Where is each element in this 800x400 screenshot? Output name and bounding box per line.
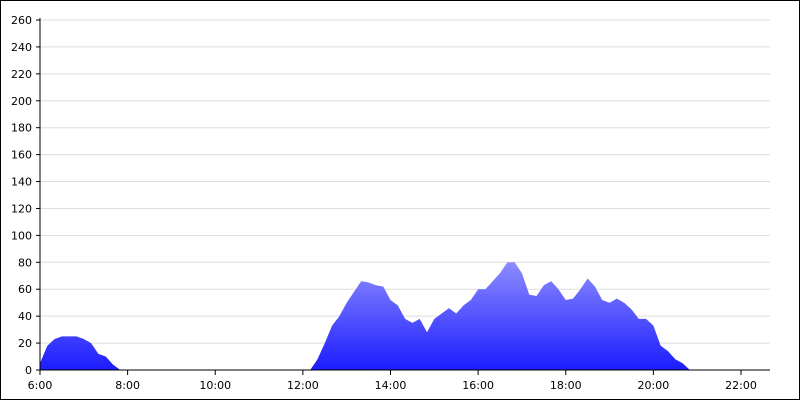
x-tick-label: 18:00 (550, 379, 582, 392)
x-tick-label: 16:00 (462, 379, 494, 392)
y-tick-label: 160 (11, 149, 32, 162)
y-tick-label: 20 (18, 337, 32, 350)
y-tick-label: 140 (11, 176, 32, 189)
y-tick-label: 260 (11, 14, 32, 27)
area (40, 262, 690, 370)
x-tick-label: 8:00 (115, 379, 140, 392)
y-tick-label: 220 (11, 68, 32, 81)
y-tick-label: 80 (18, 256, 32, 269)
x-tick-label: 12:00 (287, 379, 319, 392)
x-tick-label: 10:00 (199, 379, 231, 392)
x-tick-label: 14:00 (375, 379, 407, 392)
y-tick-label: 60 (18, 283, 32, 296)
y-tick-label: 200 (11, 95, 32, 108)
y-tick-label: 40 (18, 310, 32, 323)
y-tick-label: 180 (11, 122, 32, 135)
y-tick-label: 120 (11, 202, 32, 215)
x-tick-label: 20:00 (638, 379, 670, 392)
x-tick-label: 22:00 (725, 379, 757, 392)
y-tick-label: 240 (11, 41, 32, 54)
y-tick-label: 0 (25, 364, 32, 377)
y-tick-label: 100 (11, 229, 32, 242)
x-tick-label: 6:00 (28, 379, 53, 392)
